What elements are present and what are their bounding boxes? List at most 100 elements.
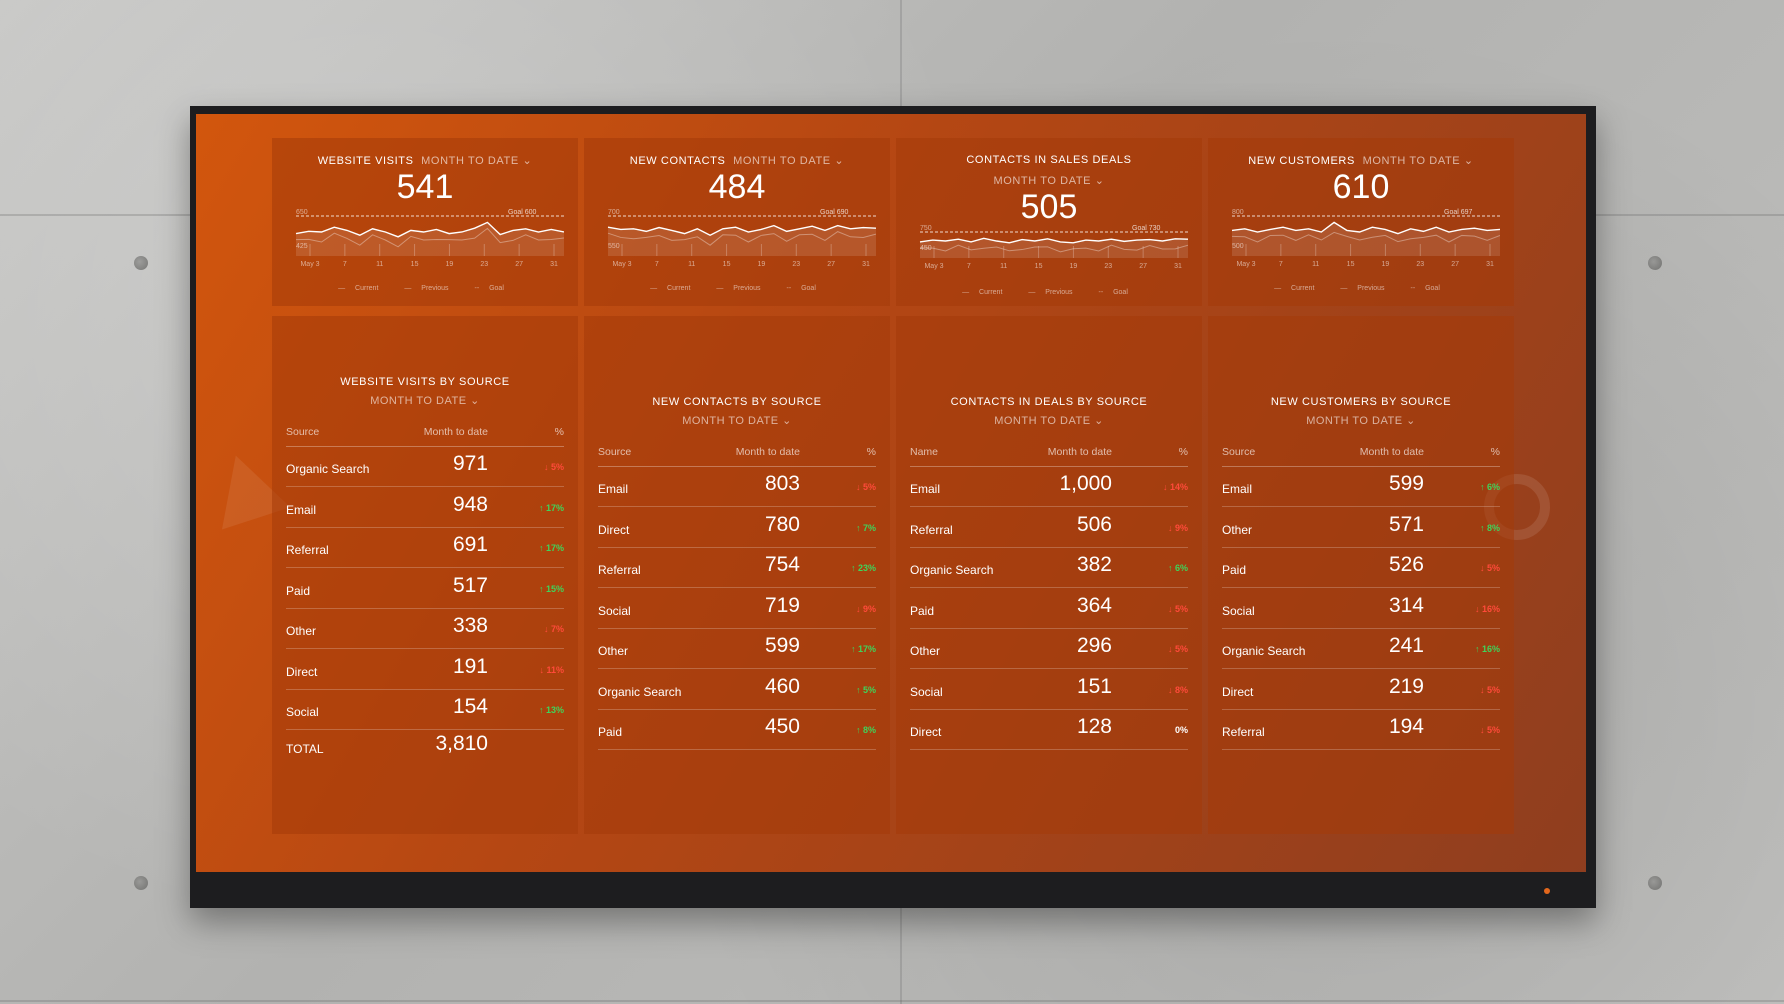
sparkline-chart: 700 550 Goal 690 May 3 7 11 15 19 23 27 31 [607, 209, 876, 268]
row-source-name: Organic Search [1222, 644, 1306, 658]
row-value: 1,000 [1059, 472, 1112, 495]
x-tick-label: 31 [862, 261, 870, 268]
row-change: ↑ 6% [1479, 482, 1500, 492]
table-row: Referral 506 ↓ 9% [910, 507, 1188, 548]
series-previous [919, 244, 1188, 253]
total-value: 3,810 [435, 732, 488, 755]
table-row: Email 599 ↑ 6% [1222, 466, 1500, 507]
goal-label: Goal 697 [1444, 209, 1473, 216]
row-value: 599 [1388, 472, 1424, 495]
x-tick-label: May 3 [612, 261, 631, 268]
row-change: ↓ 5% [855, 482, 876, 492]
period-dropdown[interactable]: MONTH TO DATE ⌄ [682, 415, 792, 427]
legend-current: — Current [962, 289, 1003, 296]
row-change: ↑ 13% [538, 705, 564, 715]
table-row: Paid 526 ↓ 5% [1222, 547, 1500, 588]
kpi-card-new-customers[interactable]: NEW CUSTOMERS MONTH TO DATE ⌄ 610 800 500… [1208, 138, 1514, 306]
col-percent: % [1178, 446, 1188, 458]
period-dropdown[interactable]: MONTH TO DATE ⌄ [994, 415, 1104, 427]
y-tick-label: 800 [1232, 209, 1244, 216]
period-dropdown[interactable]: MONTH TO DATE ⌄ [1306, 415, 1416, 427]
chart-legend: — Current — Previous -- Goal [896, 289, 1202, 296]
period-dropdown[interactable]: MONTH TO DATE ⌄ [370, 395, 480, 407]
table-row: Other 599 ↑ 17% [598, 628, 876, 669]
row-value: 450 [764, 715, 800, 738]
table-card-contacts-in-deals-by-source[interactable]: CONTACTS IN DEALS BY SOURCE MONTH TO DAT… [896, 316, 1202, 834]
row-value: 460 [764, 674, 800, 698]
table-row: Email 803 ↓ 5% [598, 466, 876, 507]
sparkline-chart: 750 450 Goal 730 May 3 7 11 15 19 23 27 31 [919, 225, 1188, 270]
row-value: 517 [452, 573, 488, 597]
table-card-new-contacts-by-source[interactable]: NEW CONTACTS BY SOURCE MONTH TO DATE ⌄ S… [584, 316, 890, 834]
kpi-value: 484 [708, 168, 766, 206]
table-card-website-visits-by-source[interactable]: WEBSITE VISITS BY SOURCE MONTH TO DATE ⌄… [272, 316, 578, 834]
row-change: ↑ 17% [538, 502, 564, 513]
series-current [295, 221, 564, 238]
row-source-name: Other [598, 644, 629, 658]
table-row: Referral 754 ↑ 23% [598, 547, 876, 588]
row-value: 571 [1388, 512, 1424, 536]
series-previous [607, 231, 876, 246]
col-source: Source [1222, 446, 1256, 458]
period-dropdown[interactable]: MONTH TO DATE ⌄ [1362, 155, 1474, 167]
kpi-card-contacts-in-sales-deals[interactable]: CONTACTS IN SALES DEALS MONTH TO DATE ⌄ … [896, 138, 1202, 306]
row-source-name: Other [1222, 522, 1253, 537]
kpi-title: CONTACTS IN SALES DEALS [966, 154, 1132, 166]
table-title: NEW CONTACTS BY SOURCE [652, 396, 822, 408]
x-tick-label: 31 [550, 261, 558, 268]
row-value: 719 [764, 593, 800, 617]
table-row: Other 571 ↑ 8% [1222, 507, 1500, 548]
row-change: ↓ 16% [1474, 603, 1500, 614]
kpi-header: CONTACTS IN SALES DEALS MONTH TO DATE ⌄ [896, 154, 1202, 187]
x-tick-label: 19 [1382, 261, 1390, 268]
kpi-header: NEW CUSTOMERS MONTH TO DATE ⌄ [1208, 154, 1514, 167]
table-row: Organic Search 460 ↑ 5% [598, 669, 876, 710]
x-tick-label: 31 [1486, 261, 1494, 268]
row-change: ↑ 16% [1474, 644, 1500, 654]
legend-previous: — Previous [1340, 285, 1385, 292]
chevron-down-icon: ⌄ [470, 395, 480, 407]
row-source-name: Email [910, 482, 941, 496]
table-header: Name Month to date % [910, 440, 1188, 467]
x-tick-label: 23 [1104, 263, 1112, 270]
x-tick-label: 7 [967, 263, 971, 270]
kpi-card-website-visits[interactable]: WEBSITE VISITS MONTH TO DATE ⌄ 541 650 42… [272, 138, 578, 306]
row-source-name: Paid [598, 725, 623, 739]
row-change: ↑ 6% [1167, 563, 1188, 573]
row-value: 971 [452, 452, 488, 475]
table-row: Referral 194 ↓ 5% [1222, 709, 1500, 750]
x-tick-label: 19 [446, 261, 454, 268]
row-change: ↓ 5% [543, 462, 564, 472]
period-dropdown[interactable]: MONTH TO DATE ⌄ [733, 155, 845, 167]
col-percent: % [1490, 446, 1500, 458]
wall-bolt [1648, 256, 1662, 270]
table-row: Referral 691 ↑ 17% [286, 527, 564, 568]
legend-goal: -- Goal [786, 285, 816, 292]
chart-legend: — Current — Previous -- Goal [1208, 285, 1514, 292]
table-row: Social 151 ↓ 8% [910, 669, 1188, 710]
row-value: 191 [452, 654, 488, 678]
period-dropdown[interactable]: MONTH TO DATE ⌄ [993, 175, 1105, 187]
row-source-name: Organic Search [910, 563, 994, 577]
x-tick-label: 15 [1347, 261, 1355, 268]
kpi-card-new-contacts[interactable]: NEW CONTACTS MONTH TO DATE ⌄ 484 700 550 G… [584, 138, 890, 306]
table-row: Direct 219 ↓ 5% [1222, 669, 1500, 710]
legend-current: — Current [650, 285, 691, 292]
row-change: ↑ 7% [855, 522, 876, 533]
legend-previous: — Previous [1028, 289, 1073, 296]
row-source-name: Referral [910, 522, 953, 537]
col-month-to-date: Month to date [735, 446, 800, 458]
table-card-new-customers-by-source[interactable]: NEW CUSTOMERS BY SOURCE MONTH TO DATE ⌄ … [1208, 316, 1514, 834]
table-row: Direct 780 ↑ 7% [598, 507, 876, 548]
row-source-name: Referral [1222, 725, 1265, 739]
row-value: 526 [1388, 553, 1424, 576]
period-dropdown[interactable]: MONTH TO DATE ⌄ [421, 155, 533, 167]
row-value: 948 [452, 492, 488, 516]
row-source-name: Other [910, 644, 941, 658]
table-row: Email 1,000 ↓ 14% [910, 466, 1188, 507]
wall-bolt [1648, 876, 1662, 890]
col-source: Source [286, 426, 320, 438]
wall-bolt [134, 256, 148, 270]
series-previous [1231, 231, 1500, 243]
wall-bolt [134, 876, 148, 890]
